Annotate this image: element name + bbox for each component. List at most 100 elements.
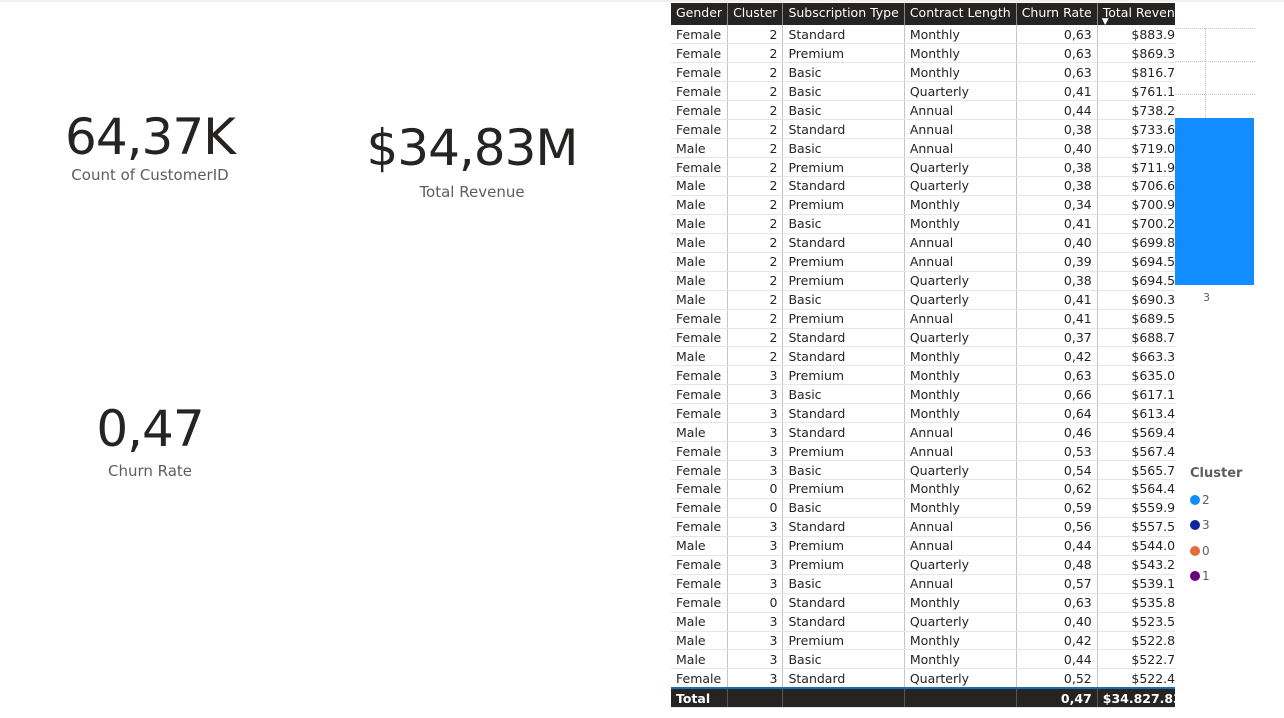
table-cell: 0,38 (1016, 158, 1097, 177)
table-cell: $738.263 (1097, 101, 1175, 120)
table-cell: Standard (783, 25, 904, 44)
total-cell (783, 688, 904, 708)
table-cell: 3 (728, 423, 783, 442)
column-header-gender[interactable]: Gender (671, 3, 728, 25)
table-cell: Monthly (904, 366, 1016, 385)
table-cell: 0,44 (1016, 650, 1097, 669)
table-cell: 0,57 (1016, 574, 1097, 593)
table-cell: 2 (728, 309, 783, 328)
column-header-subscription-type[interactable]: Subscription Type (783, 3, 904, 25)
legend-item[interactable]: 0 (1190, 538, 1242, 564)
legend-item[interactable]: 1 (1190, 564, 1242, 590)
chart-gridline (1175, 28, 1255, 29)
revenue-table-visual[interactable]: Gender Cluster Subscription Type Contrac… (671, 3, 1175, 718)
table-cell: Male (671, 252, 728, 271)
table-cell: Basic (783, 139, 904, 158)
table-cell: $567.480 (1097, 442, 1175, 461)
churn-rate-card[interactable]: 0,47 Churn Rate (60, 404, 240, 480)
count-customerid-card[interactable]: 64,37K Count of CustomerID (40, 112, 260, 184)
table-cell: 0,64 (1016, 404, 1097, 423)
table-cell: Monthly (904, 498, 1016, 517)
table-cell: Standard (783, 233, 904, 252)
column-header-cluster[interactable]: Cluster (728, 3, 783, 25)
table-cell: 3 (728, 555, 783, 574)
table-cell: Annual (904, 120, 1016, 139)
table-cell: 2 (728, 233, 783, 252)
legend-label: 2 (1202, 493, 1210, 507)
column-header-contract-length[interactable]: Contract Length (904, 3, 1016, 25)
cluster-legend: Cluster 2 3 0 1 (1190, 466, 1242, 589)
table-cell: Male (671, 271, 728, 290)
table-cell: Male (671, 612, 728, 631)
table-cell: $522.714 (1097, 650, 1175, 669)
legend-item[interactable]: 3 (1190, 513, 1242, 539)
table-cell: 2 (728, 25, 783, 44)
table-cell: 0,37 (1016, 328, 1097, 347)
sort-descending-icon[interactable]: ▼ (1102, 17, 1109, 27)
revenue-table[interactable]: Gender Cluster Subscription Type Contrac… (671, 3, 1175, 708)
table-cell: 3 (728, 631, 783, 650)
table-cell: Female (671, 63, 728, 82)
table-cell: Female (671, 309, 728, 328)
table-cell: Standard (783, 612, 904, 631)
table-cell: Male (671, 650, 728, 669)
table-cell: 0 (728, 498, 783, 517)
table-cell: 0,40 (1016, 612, 1097, 631)
legend-item[interactable]: 2 (1190, 487, 1242, 513)
column-header-total-revenue[interactable]: Total Revenue ▼ (1097, 3, 1175, 25)
table-cell: 2 (728, 252, 783, 271)
table-cell: Annual (904, 252, 1016, 271)
cluster-bar-chart[interactable]: 3 (1175, 28, 1255, 308)
table-cell: 0,56 (1016, 517, 1097, 536)
table-cell: 2 (728, 44, 783, 63)
table-cell: Quarterly (904, 177, 1016, 196)
table-cell: Premium (783, 252, 904, 271)
table-cell: 3 (728, 517, 783, 536)
table-cell: $613.481 (1097, 404, 1175, 423)
table-cell: Annual (904, 423, 1016, 442)
table-cell: Female (671, 574, 728, 593)
total-revenue-card[interactable]: $34,83M Total Revenue (352, 123, 592, 201)
column-header-churn-rate[interactable]: Churn Rate (1016, 3, 1097, 25)
table-cell: Annual (904, 536, 1016, 555)
cluster-bar[interactable] (1175, 118, 1254, 285)
table-cell: $565.759 (1097, 461, 1175, 480)
table-cell: 0,48 (1016, 555, 1097, 574)
table-cell: 0,38 (1016, 271, 1097, 290)
